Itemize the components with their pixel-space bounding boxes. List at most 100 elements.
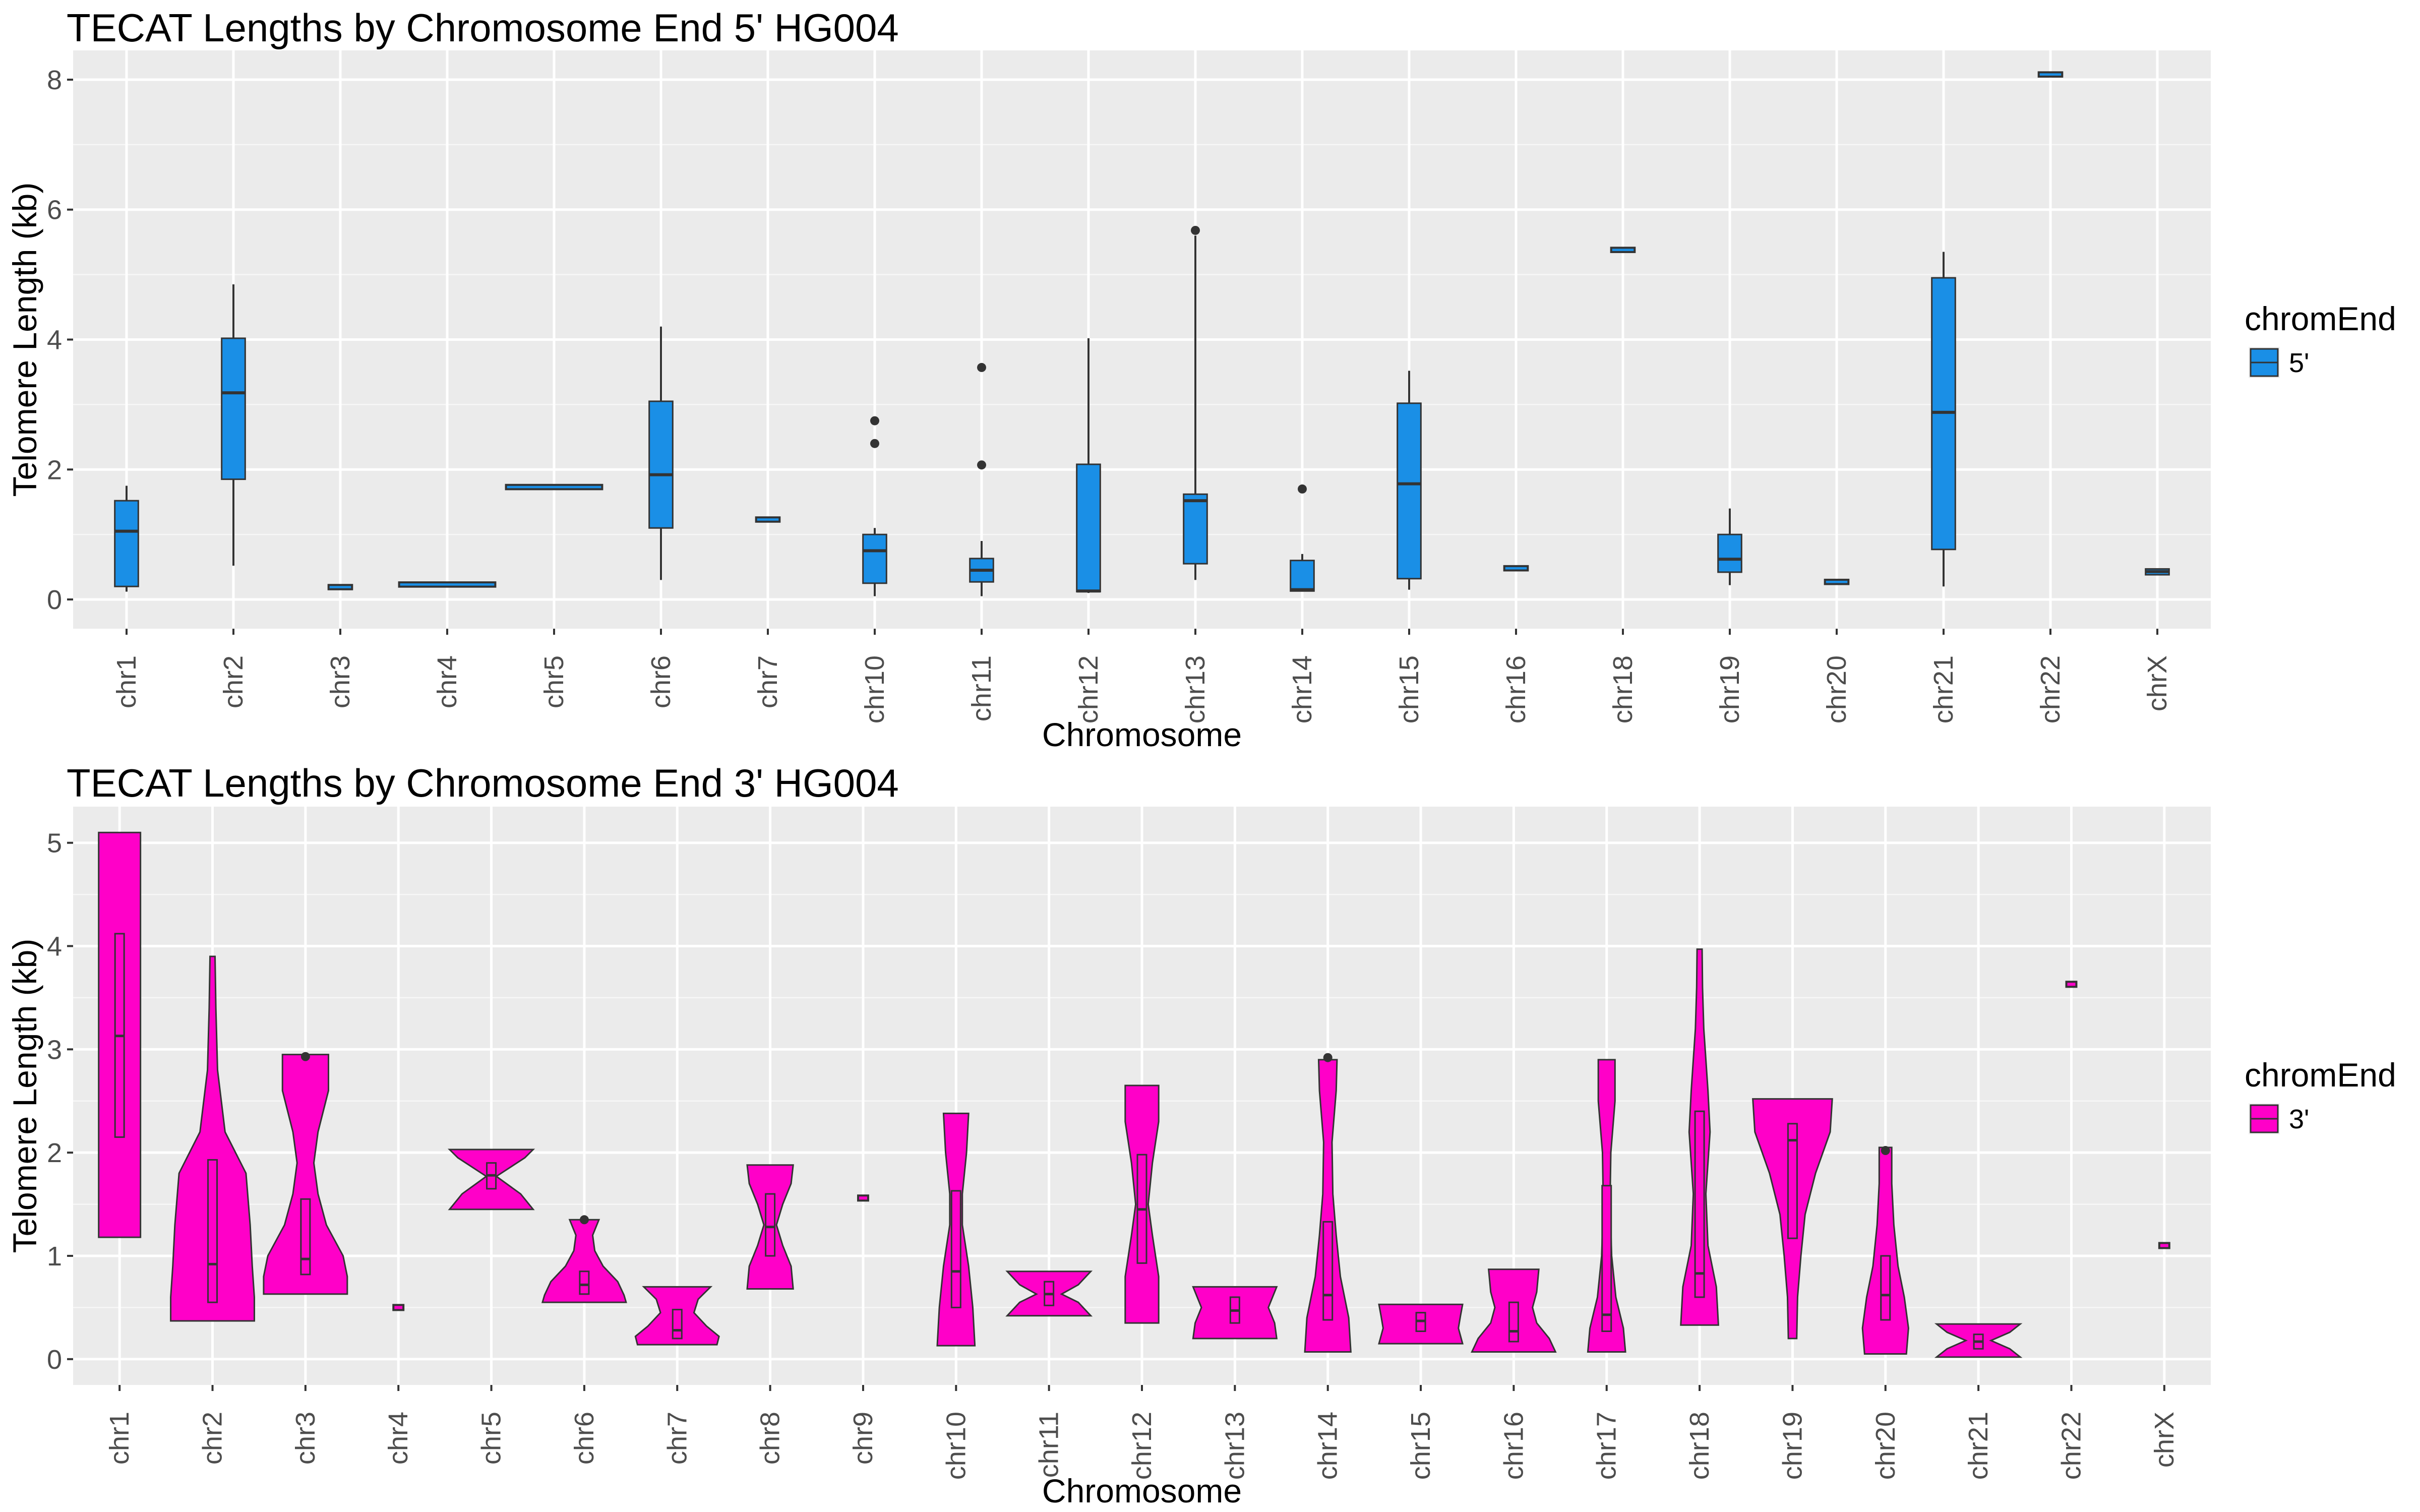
box-chr10 — [862, 416, 887, 596]
box-chr20 — [1824, 578, 1850, 585]
box-body — [1503, 565, 1529, 572]
violin-chr19 — [1752, 1098, 1833, 1340]
box-chr4 — [398, 581, 497, 588]
box-chr3 — [327, 584, 353, 590]
violin-body — [2158, 1242, 2170, 1249]
x-tick-label: chr12 — [1073, 655, 1104, 723]
y-tick-label: 2 — [47, 1138, 62, 1168]
legend-title: chromEnd — [2245, 1056, 2396, 1094]
outlier-point — [1191, 225, 1200, 235]
violin-body — [857, 1194, 869, 1202]
x-axis-label: Chromosome — [1042, 716, 1242, 753]
box-chr13 — [1183, 225, 1208, 580]
x-tick-label: chr4 — [432, 655, 462, 708]
x-tick-label: chr8 — [755, 1412, 785, 1465]
x-tick-label: chr7 — [662, 1412, 692, 1465]
violin-body — [170, 955, 255, 1322]
x-tick-label: chr14 — [1287, 655, 1317, 723]
x-tick-label: chr4 — [383, 1412, 413, 1465]
violin-chr10 — [936, 1112, 976, 1347]
violin-body — [2065, 981, 2078, 988]
legend-label: 5' — [2289, 348, 2309, 378]
violin-chr9 — [857, 1194, 869, 1202]
y-tick-label: 0 — [47, 1345, 62, 1375]
inner-box — [765, 1193, 776, 1257]
x-tick-label: chr19 — [1777, 1412, 1807, 1480]
y-axis-label: Telomere Length (kb) — [6, 183, 43, 497]
outlier-point — [870, 439, 879, 448]
y-tick-label: 5 — [47, 828, 62, 859]
outlier-point — [870, 416, 879, 426]
legend-label: 3' — [2289, 1104, 2309, 1134]
box-body — [1717, 533, 1742, 573]
x-tick-label: chrX — [2142, 655, 2172, 711]
violin-body — [1861, 1146, 1909, 1355]
violin-chr14 — [1304, 1053, 1352, 1353]
x-tick-label: chr15 — [1394, 655, 1424, 723]
x-axis-label: Chromosome — [1042, 1472, 1242, 1509]
y-tick-label: 1 — [47, 1241, 62, 1272]
y-tick-label: 4 — [47, 932, 62, 962]
x-tick-label: chr6 — [646, 655, 676, 708]
box-chr5 — [505, 483, 603, 491]
box-body — [1610, 247, 1636, 253]
violin-chr13 — [1192, 1286, 1278, 1340]
y-axis-label: Telomere Length (kb) — [6, 939, 43, 1253]
violin-chr15 — [1378, 1303, 1464, 1345]
outlier-point — [1323, 1053, 1333, 1062]
box-chr15 — [1397, 371, 1422, 590]
box-chr14 — [1290, 484, 1315, 592]
violin-body — [392, 1304, 405, 1311]
inner-box — [1322, 1221, 1334, 1321]
box-chr18 — [1610, 247, 1636, 253]
violin-chr8 — [746, 1164, 794, 1290]
violin-chr22 — [2065, 981, 2078, 988]
violin-chr4 — [392, 1304, 405, 1311]
x-tick-label: chr21 — [1928, 655, 1959, 723]
box-body — [114, 500, 139, 587]
inner-box — [300, 1198, 311, 1276]
box-body — [1183, 493, 1208, 565]
x-tick-label: chr21 — [1963, 1412, 1993, 1480]
inner-box — [672, 1308, 683, 1340]
violin-chr5 — [447, 1148, 535, 1211]
x-tick-label: chr3 — [290, 1412, 321, 1465]
x-tick-label: chr13 — [1220, 1412, 1250, 1480]
box-chr22 — [2037, 71, 2064, 78]
inner-box — [579, 1271, 590, 1295]
y-tick-label: 4 — [47, 325, 62, 355]
x-tick-label: chr11 — [1034, 1412, 1064, 1478]
box-chr7 — [755, 516, 781, 523]
outlier-point — [1298, 484, 1307, 494]
inner-box — [207, 1159, 218, 1303]
box-body — [1290, 560, 1315, 592]
box-body — [2037, 71, 2064, 78]
box-body — [327, 584, 353, 590]
box-chr6 — [648, 326, 674, 580]
x-tick-label: chr20 — [1822, 655, 1852, 723]
violin-body — [541, 1219, 627, 1303]
x-tick-label: chr22 — [2035, 655, 2066, 723]
chart-title: TECAT Lengths by Chromosome End 3' HG004 — [67, 761, 899, 805]
violin-chr17 — [1587, 1059, 1626, 1353]
violin-chr2 — [170, 955, 255, 1322]
y-tick-label: 2 — [47, 455, 62, 485]
x-tick-label: chr17 — [1592, 1412, 1622, 1480]
y-tick-label: 8 — [47, 65, 62, 95]
violin-body — [263, 1054, 348, 1295]
violin-chr20 — [1861, 1146, 1909, 1355]
x-tick-label: chr7 — [753, 655, 783, 708]
box-chrX — [2145, 568, 2170, 576]
x-tick-label: chr12 — [1127, 1412, 1157, 1480]
violin-body — [1304, 1059, 1352, 1353]
box-body — [755, 516, 781, 523]
violin-chr1 — [98, 831, 142, 1238]
outlier-point — [977, 362, 986, 372]
box-body — [398, 581, 497, 588]
x-tick-label: chr13 — [1180, 655, 1211, 723]
x-tick-label: chr2 — [198, 1412, 228, 1465]
violin-chr3 — [263, 1052, 348, 1295]
x-tick-label: chr18 — [1608, 655, 1638, 723]
box-body — [648, 400, 674, 529]
violin-chr11 — [1005, 1271, 1093, 1317]
